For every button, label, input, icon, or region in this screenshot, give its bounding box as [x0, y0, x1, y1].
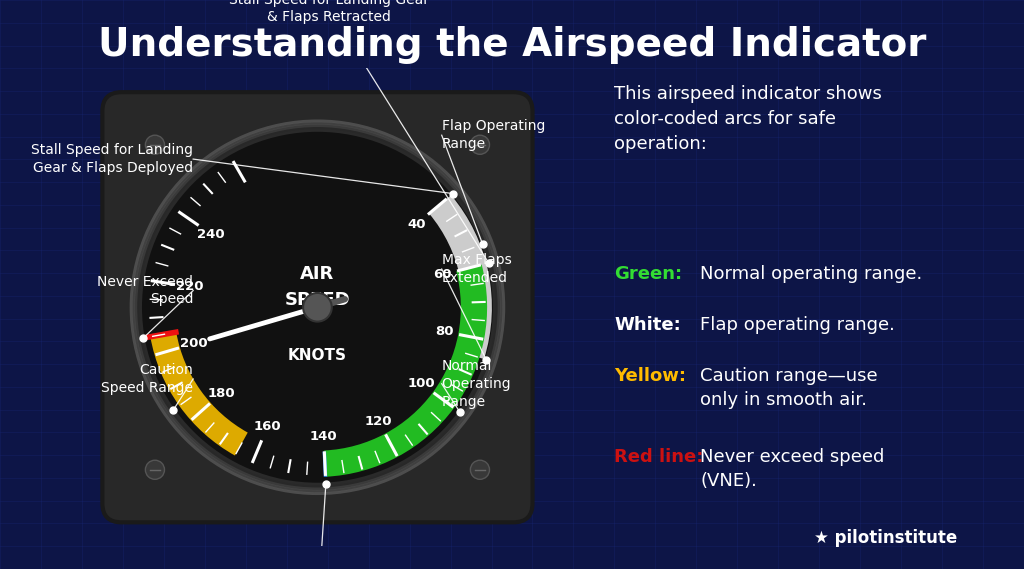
Text: SPEED: SPEED [285, 291, 350, 309]
Wedge shape [151, 332, 248, 456]
Text: 100: 100 [408, 377, 435, 390]
Text: ★ pilotinstitute: ★ pilotinstitute [814, 529, 957, 547]
Wedge shape [325, 265, 487, 477]
Circle shape [140, 130, 495, 484]
Text: Never exceed speed
(VNE).: Never exceed speed (VNE). [700, 448, 885, 490]
Text: Normal
Operating
Range: Normal Operating Range [441, 359, 511, 409]
Text: Caution range—use
only in smooth air.: Caution range—use only in smooth air. [700, 367, 878, 409]
Text: 200: 200 [180, 337, 208, 350]
Circle shape [303, 293, 332, 321]
Text: Max Flaps
Extended: Max Flaps Extended [441, 253, 511, 285]
Text: Green:: Green: [614, 265, 683, 283]
Text: 220: 220 [176, 281, 204, 294]
Text: Understanding the Airspeed Indicator: Understanding the Airspeed Indicator [98, 26, 926, 64]
Text: AIR: AIR [300, 265, 335, 283]
Text: KNOTS: KNOTS [288, 348, 347, 362]
Text: Flap operating range.: Flap operating range. [700, 316, 895, 334]
Circle shape [470, 135, 489, 154]
Text: This airspeed indicator shows
color-coded arcs for safe
operation:: This airspeed indicator shows color-code… [614, 85, 883, 154]
Circle shape [470, 460, 489, 479]
Circle shape [145, 460, 165, 479]
Text: Yellow:: Yellow: [614, 367, 686, 385]
Text: Never Exceed
Speed: Never Exceed Speed [97, 275, 194, 307]
Text: Stall Speed for Landing
Gear & Flaps Deployed: Stall Speed for Landing Gear & Flaps Dep… [31, 143, 194, 175]
Text: Caution
Speed Range: Caution Speed Range [101, 363, 194, 395]
Text: Flap Operating
Range: Flap Operating Range [441, 119, 545, 151]
Text: 160: 160 [254, 420, 282, 433]
Text: 240: 240 [198, 228, 225, 241]
Text: Stall Speed for Landing Gear
& Flaps Retracted: Stall Speed for Landing Gear & Flaps Ret… [229, 0, 429, 24]
Wedge shape [429, 195, 492, 359]
FancyBboxPatch shape [102, 92, 532, 522]
Text: 180: 180 [208, 387, 236, 400]
Circle shape [145, 135, 165, 154]
Text: Red line:: Red line: [614, 448, 703, 466]
Text: Normal operating range.: Normal operating range. [700, 265, 923, 283]
Text: 60: 60 [433, 269, 452, 281]
Text: 120: 120 [365, 414, 392, 427]
Text: White:: White: [614, 316, 681, 334]
Text: 140: 140 [310, 430, 337, 443]
Text: 40: 40 [408, 218, 426, 231]
Text: 80: 80 [435, 325, 454, 338]
